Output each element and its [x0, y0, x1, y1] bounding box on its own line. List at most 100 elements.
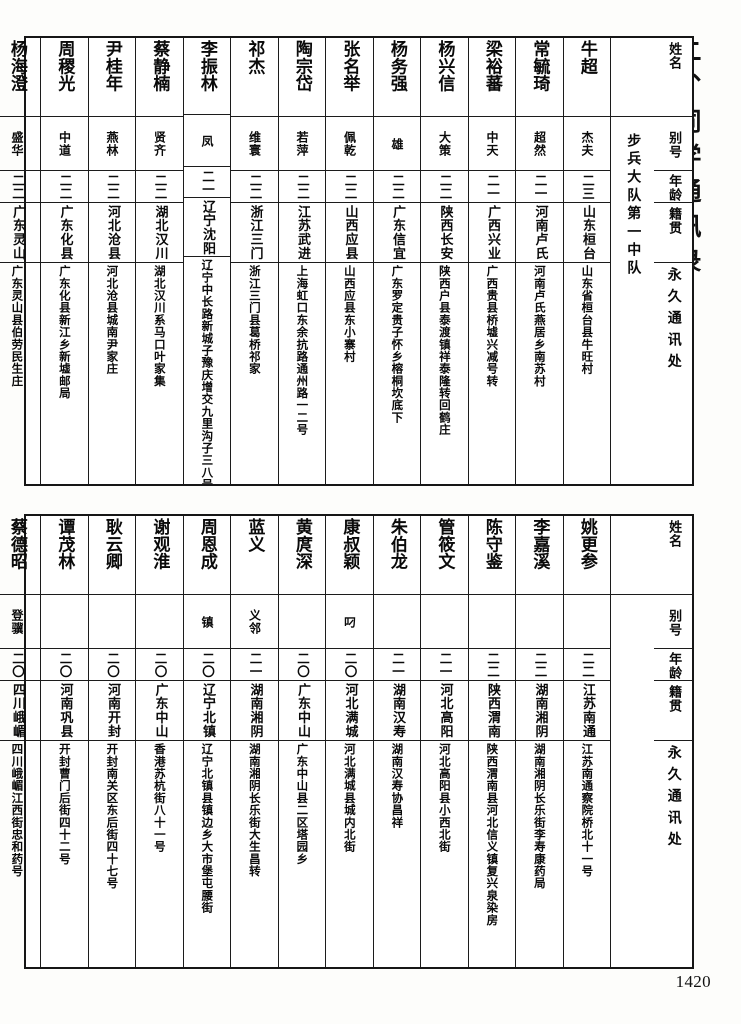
- entry-alias: 超然: [532, 131, 547, 157]
- entry-name-cell: 耿云卿: [89, 516, 136, 594]
- entry-address: 湖南湘阴长乐街大生昌转: [247, 743, 262, 878]
- directory-entry-column: 黄庹深 二〇 广东中山 广东中山县二区塔园乡: [277, 516, 325, 967]
- directory-entry-column: 祁杰 维寰 二二 浙江三门 浙江三门县葛桥祁家: [230, 38, 278, 484]
- entry-name-cell: 蔡静楠: [136, 38, 183, 116]
- entry-name-cell: 杨海澄: [0, 38, 40, 116]
- entry-address-cell: 河南卢氏燕居乡南苏村: [516, 262, 563, 484]
- header-label-alias: 别号: [654, 116, 692, 170]
- entry-address-cell: 河北满城县城内北街: [326, 740, 373, 967]
- entry-birthplace-cell: 河北高阳: [421, 680, 468, 740]
- entry-birthplace: 广东化县: [57, 205, 73, 261]
- entry-address: 河北沧县城南尹家庄: [105, 265, 120, 375]
- entry-age: 二一: [390, 651, 405, 679]
- entry-name: 尹桂年: [101, 40, 122, 93]
- entry-birthplace: 河南卢氏: [532, 205, 548, 261]
- entry-age: 二〇: [10, 651, 25, 679]
- entry-name-cell: 谢观淮: [136, 516, 183, 594]
- entry-birthplace-cell: 湖北汉川: [136, 202, 183, 262]
- entry-name-cell: 管筱文: [421, 516, 468, 594]
- header-label-address: 永久通讯处: [654, 740, 692, 967]
- entry-name-cell: 杨兴信: [421, 38, 468, 116]
- entry-alias-cell: 叼: [326, 594, 373, 648]
- entry-address-cell: 广东灵山县伯劳民生庄: [0, 262, 40, 484]
- entry-birthplace: 河南巩县: [57, 683, 73, 739]
- entry-birthplace-cell: 江苏南通: [563, 680, 610, 740]
- directory-entry-column: 梁裕蕃 中天 二一 广西兴业 广西贵县桥墟兴减号转: [467, 38, 515, 484]
- entry-age: 二二: [342, 173, 358, 201]
- entry-alias-cell: 燕林: [88, 116, 135, 170]
- directory-entry-column: 陈守鉴 二二 陕西渭南 陕西渭南县河北信义镇复兴泉染房: [467, 516, 516, 967]
- entry-address-cell: 江苏南通察院桥北十一号: [563, 740, 610, 967]
- header-label-address-text: 永久通讯处: [665, 745, 682, 854]
- entry-age-cell: 二二: [278, 170, 325, 202]
- entry-birthplace-cell: 四川峨嵋: [0, 680, 40, 740]
- entry-address-cell: 上海虹口东余抗路通州路一二号: [278, 262, 325, 484]
- entry-address: 山西应县东小寨村: [342, 265, 357, 363]
- entry-age-cell: 二一: [373, 648, 420, 680]
- entry-birthplace-cell: 河南卢氏: [516, 202, 563, 262]
- unit-group-spacer-top: [611, 516, 654, 594]
- entry-alias-cell: 超然: [516, 116, 563, 170]
- entry-address: 湖北汉川系马口叶家集: [152, 265, 167, 387]
- entry-address-cell: 河北高阳县小西北街: [421, 740, 468, 967]
- entry-age: 二二: [390, 173, 405, 201]
- entry-birthplace: 广西兴业: [485, 205, 501, 261]
- entry-birthplace: 湖南湘阴: [532, 683, 548, 739]
- entry-name-cell: 张名举: [326, 38, 373, 116]
- entry-name: 牛超: [576, 40, 597, 75]
- entry-age-cell: 二二: [516, 648, 563, 680]
- entry-address: 辽宁北镇县镇边乡大市堡屯腰街: [200, 743, 215, 914]
- entry-address: 开封曹门后街四十二号: [57, 743, 72, 865]
- entry-birthplace: 广东中山: [295, 683, 311, 739]
- entry-address-cell: 四川峨嵋江西街忠和药号: [0, 740, 40, 967]
- header-label-age-text: 年龄: [666, 651, 682, 680]
- entry-birthplace: 陕西渭南: [485, 683, 501, 739]
- entry-name-cell: 姚更参: [564, 516, 611, 594]
- entry-alias: 盛华: [10, 131, 25, 157]
- entry-address: 浙江三门县葛桥祁家: [247, 265, 262, 375]
- entry-name: 李嘉溪: [529, 518, 550, 571]
- entry-alias: 登骥: [10, 609, 25, 635]
- header-label-name-text: 姓名: [666, 520, 682, 549]
- entry-age: 二三: [580, 173, 595, 201]
- header-label-birthplace-text: 籍贯: [666, 685, 682, 714]
- entry-age-cell: 二三: [563, 170, 610, 202]
- entry-alias: 杰夫: [580, 131, 595, 157]
- entry-age: 二二: [295, 173, 310, 201]
- entry-address: 河北满城县城内北街: [342, 743, 357, 853]
- entry-age: 二〇: [342, 651, 358, 679]
- directory-table-top: 姓名 别号 年龄 籍贯 永久通讯处 步兵大队第一中队 牛超 杰夫 二三 山东桓台 山东省桓台县牛旺村…: [0, 36, 694, 486]
- entry-birthplace: 辽宁沈阳: [200, 200, 216, 256]
- entry-address: 开封南关区东后街四十七号: [105, 743, 120, 890]
- entry-name: 耿云卿: [101, 518, 122, 571]
- entry-address-cell: 开封曹门后街四十二号: [41, 740, 88, 967]
- entry-name-cell: 陈守鉴: [469, 516, 516, 594]
- entry-address-cell: 香港苏杭街八十一号: [136, 740, 183, 967]
- entry-birthplace-cell: 河南开封: [88, 680, 135, 740]
- entry-address-cell: 开封南关区东后街四十七号: [88, 740, 135, 967]
- entry-birthplace-cell: 湖南湘阴: [231, 680, 278, 740]
- entry-birthplace: 湖北汉川: [152, 205, 168, 261]
- entry-birthplace: 广东中山: [152, 683, 168, 739]
- entry-age-cell: 二二: [0, 170, 40, 202]
- entry-alias: 大策: [437, 131, 452, 157]
- entry-birthplace: 广东灵山: [10, 205, 26, 261]
- directory-entry-column: 谭茂林 二〇 河南巩县 开封曹门后街四十二号: [40, 516, 88, 967]
- entry-address: 湖南汉寿协昌祥: [390, 743, 405, 829]
- entry-birthplace: 江苏武进: [295, 205, 311, 261]
- entry-alias-cell: 雄: [373, 116, 420, 170]
- unit-group-label: [611, 594, 654, 967]
- directory-entry-column: 李振林凤二一 辽宁沈阳 辽宁中长路新城子豫庆增交九里沟子三八号: [182, 38, 230, 484]
- directory-entry-column: 蓝义 义邻 二一 湖南湘阴 湖南湘阴长乐街大生昌转: [230, 516, 278, 967]
- entry-name-cell: 常毓琦: [516, 38, 563, 116]
- entry-age-cell: 二二: [231, 170, 278, 202]
- entry-alias-cell: [41, 594, 88, 648]
- header-label-alias-text: 别号: [666, 608, 682, 638]
- entry-address: 广东中山县二区塔园乡: [295, 743, 310, 865]
- entry-alias: 燕林: [105, 131, 120, 157]
- entry-birthplace: 河北沧县: [105, 205, 121, 261]
- entry-birthplace-cell: 广东信宜: [373, 202, 420, 262]
- entry-birthplace: 广东信宜: [390, 205, 406, 261]
- entry-birthplace: 山东桓台: [580, 205, 596, 261]
- entry-alias-cell: 凤: [183, 113, 230, 166]
